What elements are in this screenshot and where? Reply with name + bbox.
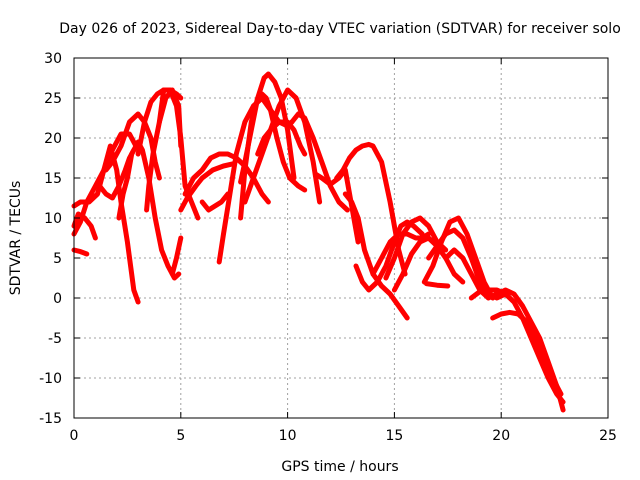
series-arc-12 [178,161,237,213]
series-arc-20 [289,111,350,213]
y-tick-label: 20 [44,131,62,147]
series-arc-13 [182,151,271,205]
series-arc-32 [468,287,566,405]
y-tick-label: 25 [44,91,62,107]
y-axis-label: SDTVAR / TECUs [8,181,24,296]
series-arc-27 [391,235,466,293]
y-tick-label: -10 [39,371,62,387]
series-arc-01 [71,247,90,257]
x-tick-label: 10 [279,428,297,444]
y-tick-label: 15 [44,171,62,187]
y-tick-label: -5 [48,331,62,347]
series-arc-18 [242,87,323,205]
chart-title: Day 026 of 2023, Sidereal Day-to-day VTE… [59,21,621,37]
series-arc-33 [490,309,564,397]
axis-ticks: 0 5 10 15 20 25 -15 -10 -5 0 5 10 15 20 25 30 [39,51,617,444]
series-arc-28 [421,215,496,301]
x-tick-label: 5 [176,428,185,444]
series-arc-09 [135,87,184,157]
y-tick-label: -15 [39,411,62,427]
series-arc-10 [156,87,201,221]
y-tick-label: 0 [53,291,62,307]
series-arc-11 [169,235,184,277]
x-tick-label: 15 [385,428,403,444]
data-series [71,71,566,413]
series-arc-22 [334,141,408,277]
series-arc-26 [383,215,449,281]
series-arc-07 [116,139,182,281]
plot-frame [73,57,609,419]
series-arc-30 [423,281,451,289]
x-tick-label: 20 [492,428,510,444]
grid-lines [74,58,608,418]
series-arc-14 [199,191,231,213]
series-arc-17 [238,71,297,185]
y-tick-label: 30 [44,51,62,67]
series-arc-31 [443,247,566,413]
y-tick-label: 10 [44,211,62,227]
x-axis-label: GPS time / hours [281,459,398,475]
x-tick-label: 25 [599,428,617,444]
y-tick-label: 5 [53,251,62,267]
series-arc-19 [255,119,308,157]
x-tick-label: 0 [70,428,79,444]
